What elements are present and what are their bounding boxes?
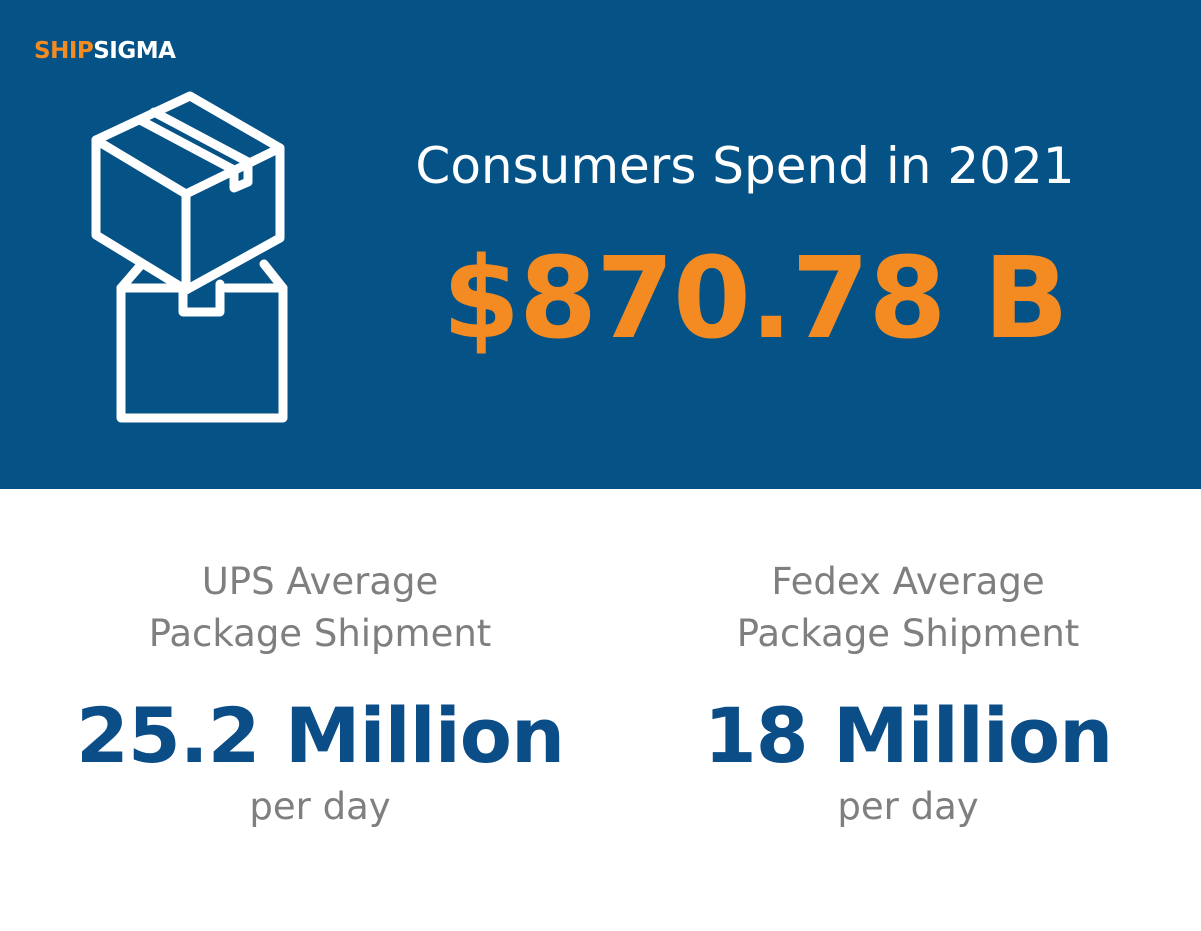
fedex-stat-label: Fedex Average Package Shipment	[628, 556, 1188, 660]
ups-label-line2: Package Shipment	[148, 612, 492, 655]
fedex-label-line1: Fedex Average	[771, 560, 1045, 603]
shipsigma-logo: SHIPSIGMA	[34, 38, 176, 64]
ups-stat-unit: per day	[249, 785, 391, 829]
fedex-label-line2: Package Shipment	[736, 612, 1080, 655]
package-boxes-icon	[91, 91, 288, 423]
ups-stat-label: UPS Average Package Shipment	[40, 556, 600, 660]
consumer-spend-amount: $870.78 B	[442, 234, 1068, 364]
header-banner: SHIPSIGMA Consumers Spend in 2021 $870.7…	[0, 0, 1201, 489]
logo-ship-text: SHIP	[34, 38, 94, 64]
fedex-stat-value: 18 Million	[703, 691, 1113, 780]
fedex-stat-unit: per day	[837, 785, 979, 829]
ups-stat: UPS Average Package Shipment 25.2 Millio…	[40, 556, 600, 830]
headline: Consumers Spend in 2021	[415, 137, 1075, 195]
fedex-stat: Fedex Average Package Shipment 18 Millio…	[628, 556, 1188, 830]
ups-label-line1: UPS Average	[201, 560, 439, 603]
logo-sigma-text: SIGMA	[93, 38, 176, 64]
ups-stat-value: 25.2 Million	[75, 691, 565, 780]
